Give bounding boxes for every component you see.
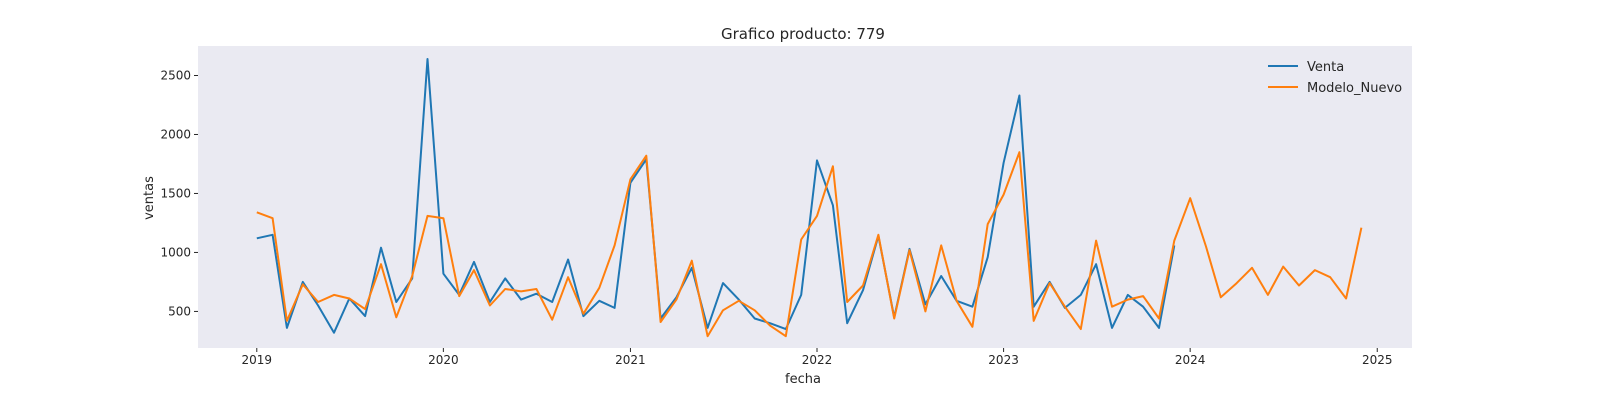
x-axis-label: fecha (785, 372, 821, 387)
x-tick-label: 2019 (242, 353, 273, 367)
y-tick-label: 2500 (160, 68, 191, 82)
x-tick-label: 2024 (1175, 353, 1206, 367)
x-tick-label: 2021 (615, 353, 646, 367)
chart-title: Grafico producto: 779 (721, 25, 885, 43)
legend-label: Venta (1307, 60, 1344, 75)
y-axis-label: ventas (142, 176, 157, 220)
y-tick-label: 2000 (160, 127, 191, 141)
x-tick-label: 2023 (988, 353, 1019, 367)
y-axis: 500 1000 1500 2000 2500 (160, 68, 198, 318)
plot-area (198, 46, 1412, 348)
y-tick-label: 1500 (160, 186, 191, 200)
legend-label: Modelo_Nuevo (1307, 81, 1402, 96)
x-tick-label: 2020 (428, 353, 459, 367)
x-tick-label: 2025 (1362, 353, 1393, 367)
series-layer (256, 58, 1363, 338)
y-tick-label: 500 (168, 304, 191, 318)
x-axis: 2019 2020 2021 2022 2023 2024 2025 (242, 348, 1393, 367)
y-tick-label: 1000 (160, 245, 191, 259)
x-tick-label: 2022 (802, 353, 833, 367)
series-line-modelo-nuevo (256, 151, 1363, 338)
legend: Venta Modelo_Nuevo (1268, 60, 1402, 96)
